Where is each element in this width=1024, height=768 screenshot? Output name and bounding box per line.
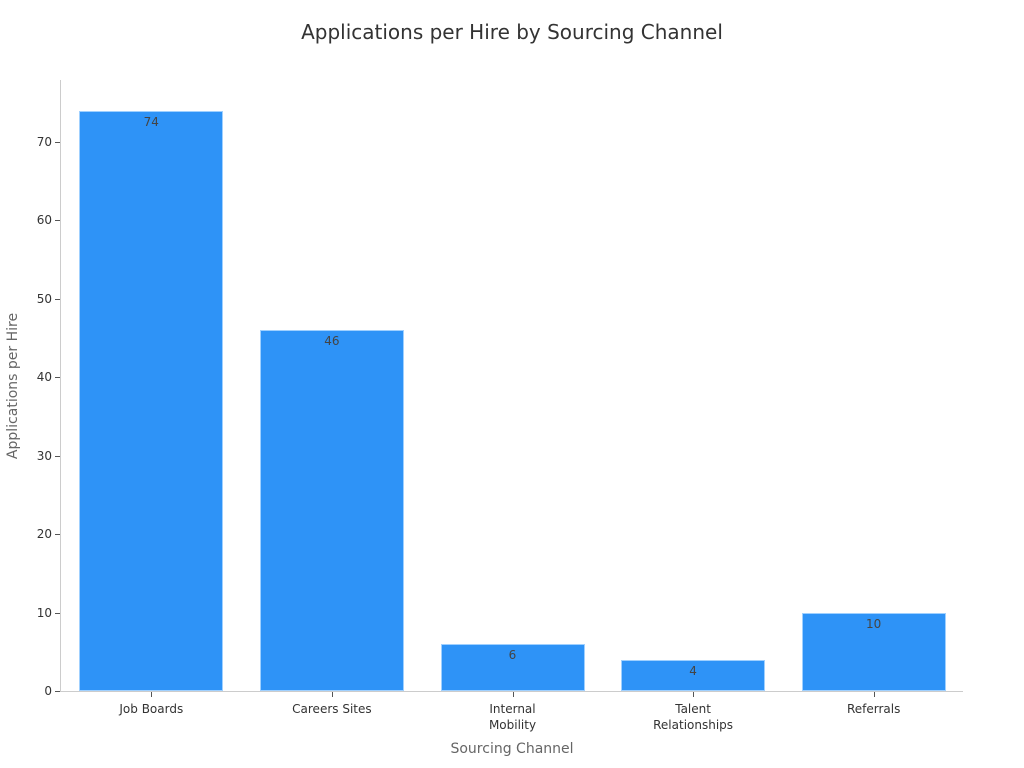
y-axis-title: Applications per Hire: [5, 312, 21, 460]
y-tick-label: 60: [36, 213, 52, 228]
x-tick-label: Job Boards: [119, 702, 184, 716]
y-axis-line: [60, 80, 61, 692]
y-tick-label: 20: [36, 527, 52, 542]
y-tick: [55, 534, 60, 536]
bar: 10: [801, 612, 946, 691]
x-tick: [693, 692, 695, 697]
y-tick-label: 0: [44, 684, 52, 698]
y-tick: [55, 142, 60, 143]
y-tick-label: 50: [36, 291, 52, 306]
bar: 4: [621, 659, 766, 691]
x-tick-label: Referrals: [846, 702, 901, 716]
bar-value-label: 4: [689, 663, 697, 678]
x-tick: [151, 692, 153, 697]
bar: 74: [79, 110, 224, 691]
x-tick-label: Talent Relationships: [653, 702, 734, 732]
y-tick: [55, 377, 60, 379]
x-tick-label: Internal Mobility: [488, 702, 537, 732]
x-tick-label: Careers Sites: [292, 702, 372, 716]
y-tick: [55, 455, 60, 457]
y-tick: [55, 220, 60, 222]
chart-title: Applications per Hire by Sourcing Channe…: [301, 20, 723, 44]
x-tick: [331, 692, 333, 697]
bar-value-label: 74: [143, 114, 159, 129]
bar-value-label: 46: [324, 334, 340, 349]
y-tick-label: 10: [36, 605, 52, 620]
bar-value-label: 6: [508, 647, 517, 662]
bar-value-label: 10: [866, 616, 882, 631]
y-tick-label: 40: [36, 370, 52, 385]
x-tick: [873, 692, 875, 697]
bar: 46: [259, 330, 404, 691]
x-axis-title: Sourcing Channel: [450, 741, 574, 757]
y-tick-label: 30: [36, 448, 52, 463]
bar: 6: [440, 643, 585, 691]
y-tick: [55, 691, 60, 692]
y-tick: [55, 612, 60, 614]
x-tick: [512, 692, 514, 697]
y-tick-label: 70: [36, 135, 52, 149]
x-axis-line: [60, 691, 963, 692]
y-tick: [55, 298, 60, 300]
